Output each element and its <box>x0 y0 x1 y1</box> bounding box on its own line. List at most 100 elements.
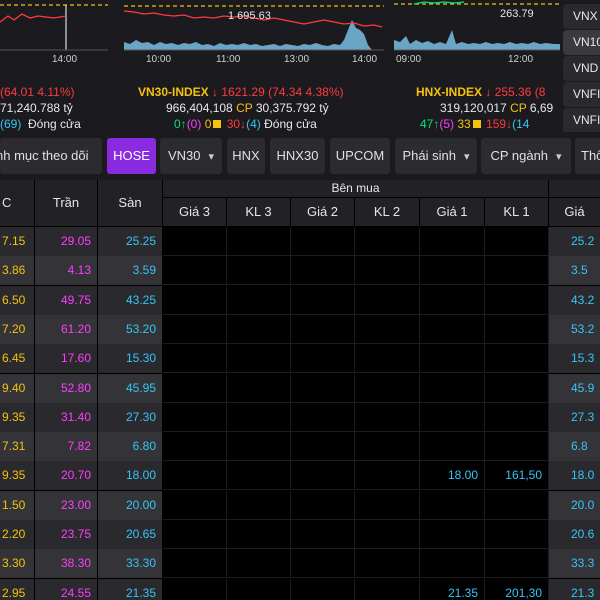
bid-vol-2[interactable] <box>355 402 420 432</box>
bid-price-2[interactable] <box>291 344 355 374</box>
bid-price-1[interactable] <box>420 549 485 579</box>
bid-price-2[interactable] <box>291 461 355 491</box>
table-row[interactable]: 7.20 61.20 53.20 53.2 <box>0 314 600 344</box>
bid-vol-1[interactable]: 201,30 <box>485 578 549 600</box>
bid-price-2[interactable] <box>291 256 355 286</box>
bid-vol-1[interactable] <box>485 432 549 462</box>
bid-vol-1[interactable] <box>485 490 549 520</box>
bid-vol-3[interactable] <box>227 461 291 491</box>
table-row[interactable]: 3.30 38.30 33.30 33.3 <box>0 549 600 579</box>
bid-vol-2[interactable] <box>355 256 420 286</box>
table-row[interactable]: 2.20 23.75 20.65 20.6 <box>0 520 600 549</box>
bid-price-2[interactable] <box>291 432 355 462</box>
bid-vol-3[interactable] <box>227 373 291 403</box>
bid-price-1[interactable] <box>420 520 485 549</box>
index-chart-hnx[interactable]: 263.79 09:00 12:00 <box>394 0 560 66</box>
bid-vol-3[interactable] <box>227 256 291 286</box>
bid-price-1[interactable] <box>420 285 485 315</box>
bid-price-2[interactable] <box>291 578 355 600</box>
bid-price-3[interactable] <box>163 520 227 549</box>
bid-price-1[interactable] <box>420 373 485 403</box>
bid-vol-1[interactable]: 161,50 <box>485 461 549 491</box>
bid-price-2[interactable] <box>291 490 355 520</box>
bid-vol-3[interactable] <box>227 578 291 600</box>
tab-hose[interactable]: HOSE <box>107 138 156 174</box>
bid-price-3[interactable] <box>163 549 227 579</box>
bid-vol-2[interactable] <box>355 432 420 462</box>
bid-vol-2[interactable] <box>355 314 420 344</box>
bid-price-1[interactable] <box>420 344 485 374</box>
bid-price-1[interactable] <box>420 227 485 256</box>
bid-price-3[interactable] <box>163 314 227 344</box>
bid-price-2[interactable] <box>291 314 355 344</box>
bid-price-3[interactable] <box>163 461 227 491</box>
bid-vol-1[interactable] <box>485 520 549 549</box>
bid-price-2[interactable] <box>291 227 355 256</box>
bid-price-2[interactable] <box>291 373 355 403</box>
table-row[interactable]: 7.31 7.82 6.80 6.8 <box>0 432 600 462</box>
index-list-item[interactable]: VNFI <box>563 82 600 107</box>
tab-derivatives[interactable]: Phái sinh ▾ <box>395 138 477 174</box>
index-list-item[interactable]: VND <box>563 56 600 81</box>
bid-vol-1[interactable] <box>485 344 549 374</box>
tab-upcom[interactable]: UPCOM <box>330 138 390 174</box>
bid-vol-2[interactable] <box>355 520 420 549</box>
bid-vol-1[interactable] <box>485 227 549 256</box>
table-row[interactable]: 9.35 20.70 18.00 18.00 161,50 18.0 <box>0 461 600 491</box>
bid-vol-2[interactable] <box>355 227 420 256</box>
bid-vol-3[interactable] <box>227 432 291 462</box>
table-row[interactable]: 6.45 17.60 15.30 15.3 <box>0 344 600 374</box>
bid-vol-3[interactable] <box>227 520 291 549</box>
bid-price-3[interactable] <box>163 490 227 520</box>
table-row[interactable]: 1.50 23.00 20.00 20.0 <box>0 490 600 520</box>
bid-price-1[interactable] <box>420 314 485 344</box>
bid-price-2[interactable] <box>291 520 355 549</box>
tab-hnx30[interactable]: HNX30 <box>270 138 325 174</box>
bid-vol-2[interactable] <box>355 549 420 579</box>
bid-vol-2[interactable] <box>355 373 420 403</box>
bid-price-3[interactable] <box>163 256 227 286</box>
bid-price-3[interactable] <box>163 402 227 432</box>
table-row[interactable]: 7.15 29.05 25.25 25.2 <box>0 227 600 256</box>
bid-vol-3[interactable] <box>227 490 291 520</box>
bid-vol-1[interactable] <box>485 314 549 344</box>
bid-price-1[interactable] <box>420 402 485 432</box>
bid-price-1[interactable] <box>420 256 485 286</box>
bid-vol-3[interactable] <box>227 314 291 344</box>
bid-price-1[interactable]: 21.35 <box>420 578 485 600</box>
tab-hnx[interactable]: HNX <box>227 138 265 174</box>
bid-price-3[interactable] <box>163 227 227 256</box>
bid-vol-3[interactable] <box>227 285 291 315</box>
bid-vol-3[interactable] <box>227 549 291 579</box>
tab-industry[interactable]: CP ngành ▾ <box>481 138 571 174</box>
bid-price-1[interactable] <box>420 490 485 520</box>
table-row[interactable]: 9.40 52.80 45.95 45.9 <box>0 373 600 403</box>
bid-price-1[interactable]: 18.00 <box>420 461 485 491</box>
bid-price-3[interactable] <box>163 344 227 374</box>
index-chart-vn30[interactable]: 1 695.63 10:00 11:00 13:00 14:00 <box>124 0 384 66</box>
index-list-item[interactable]: VN10 <box>563 30 600 55</box>
bid-vol-1[interactable] <box>485 285 549 315</box>
index-chart-1[interactable]: 14:00 <box>0 0 108 66</box>
bid-vol-2[interactable] <box>355 490 420 520</box>
table-row[interactable]: 6.50 49.75 43.25 43.2 <box>0 285 600 315</box>
table-row[interactable]: 9.35 31.40 27.30 27.3 <box>0 402 600 432</box>
index-list-item[interactable]: VNX <box>563 4 600 29</box>
bid-price-2[interactable] <box>291 402 355 432</box>
tab-more[interactable]: Thô <box>575 138 600 174</box>
bid-vol-3[interactable] <box>227 402 291 432</box>
bid-price-2[interactable] <box>291 549 355 579</box>
bid-vol-3[interactable] <box>227 344 291 374</box>
bid-price-2[interactable] <box>291 285 355 315</box>
bid-price-3[interactable] <box>163 285 227 315</box>
bid-vol-2[interactable] <box>355 461 420 491</box>
bid-price-3[interactable] <box>163 578 227 600</box>
bid-price-3[interactable] <box>163 373 227 403</box>
bid-vol-1[interactable] <box>485 402 549 432</box>
bid-vol-1[interactable] <box>485 549 549 579</box>
bid-vol-2[interactable] <box>355 344 420 374</box>
table-row[interactable]: 2.95 24.55 21.35 21.35 201,30 21.3 <box>0 578 600 600</box>
bid-vol-2[interactable] <box>355 285 420 315</box>
tab-vn30[interactable]: VN30 ▾ <box>160 138 222 174</box>
bid-vol-1[interactable] <box>485 256 549 286</box>
